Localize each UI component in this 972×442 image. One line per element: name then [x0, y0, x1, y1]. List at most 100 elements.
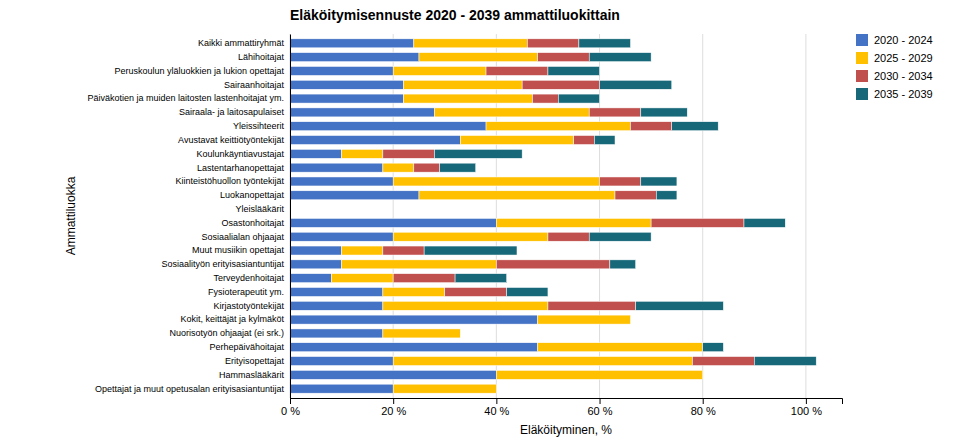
y-tick-label: Lähihoitajat — [238, 52, 285, 62]
bar-segment — [419, 191, 615, 200]
x-tick-label: 100 % — [791, 405, 822, 417]
grid-line — [805, 34, 806, 398]
legend-label: 2035 - 2039 — [874, 88, 933, 100]
y-tick: Nuorisotyön ohjaajat (ei srk.) — [169, 328, 284, 338]
bar-segment — [692, 357, 754, 366]
bar-segment — [486, 66, 548, 75]
bar-segment — [630, 122, 671, 131]
y-tick-label: Kiinteistöhuollon työntekijät — [175, 176, 284, 186]
bar-segment — [636, 301, 724, 310]
bar-segment — [641, 108, 687, 117]
bar-segment — [460, 329, 461, 338]
y-tick: Fysioterapeutit ym. — [208, 287, 284, 297]
bar-segment — [393, 232, 548, 241]
bar-segment — [290, 329, 383, 338]
grid — [290, 34, 806, 398]
x-tick-mark — [703, 398, 704, 404]
y-tick: Terveydenhoitajat — [213, 273, 284, 283]
y-tick-label: Terveydenhoitajat — [213, 273, 284, 283]
y-tick: Koulunkäyntiavustajat — [196, 149, 284, 159]
bar-segment — [383, 149, 435, 158]
bar-segment — [290, 163, 383, 172]
plot-area: 0 %20 %40 %60 %80 %100 %Kaikki ammattiry… — [87, 34, 842, 417]
bar-segment — [548, 66, 600, 75]
y-axis-line — [290, 35, 291, 399]
y-tick-label: Hammaslääkärit — [219, 370, 285, 380]
bar-segment — [424, 246, 517, 255]
bar-segment — [383, 301, 548, 310]
bar-segment — [383, 246, 424, 255]
bar-segment — [383, 287, 445, 296]
bar-segment — [290, 274, 331, 283]
bar-segment — [331, 274, 393, 283]
bar-segment — [393, 66, 486, 75]
bar-segment — [290, 301, 383, 310]
bar-segment — [290, 232, 393, 241]
bar-series — [290, 39, 538, 393]
bar-segment — [538, 315, 631, 324]
bar-segment — [496, 384, 497, 393]
bar-segment — [702, 370, 703, 379]
bar-segment — [383, 329, 460, 338]
bar-segment — [610, 260, 636, 269]
x-tick-mark — [600, 398, 601, 404]
bar-segment — [393, 384, 496, 393]
y-tick-label: Päiväkotien ja muiden laitosten lastenho… — [87, 93, 284, 103]
bar-segment — [630, 315, 631, 324]
bar-segment — [290, 191, 419, 200]
bar-segment — [455, 274, 507, 283]
bar-segment — [672, 122, 718, 131]
y-tick-label: Erityisopettajat — [225, 356, 285, 366]
bar-segment — [651, 218, 744, 227]
x-tick-label: 40 % — [484, 405, 509, 417]
y-tick-label: Avustavat keittiötyöntekijät — [178, 135, 284, 145]
bar-segment — [702, 370, 703, 379]
bar-segment — [403, 80, 522, 89]
y-tick-label: Yleislääkärit — [235, 204, 284, 214]
bar-segment — [290, 357, 393, 366]
bar-segment — [290, 149, 342, 158]
y-tick: Päiväkotien ja muiden laitosten lastenho… — [87, 93, 284, 103]
bar-segment — [290, 384, 393, 393]
x-tick-label: 80 % — [691, 405, 716, 417]
bar-segment — [290, 136, 460, 145]
x-axis-line — [291, 399, 843, 405]
bar-segment — [600, 177, 641, 186]
bar-segment — [342, 149, 383, 158]
y-tick-label: Sairaanhoitajat — [224, 80, 285, 90]
bar-segment — [290, 315, 538, 324]
bar-segment — [290, 66, 393, 75]
bar-segment — [589, 53, 651, 62]
bar-segment — [419, 53, 538, 62]
bar-segment — [383, 163, 414, 172]
bar-segment — [445, 287, 507, 296]
x-tick-label: 60 % — [587, 405, 612, 417]
y-tick: Lastentarhanopettajat — [197, 163, 285, 173]
grid-line — [290, 34, 291, 398]
bar-segment — [496, 370, 702, 379]
bar-series — [331, 39, 702, 393]
bar-segment — [434, 108, 589, 117]
bar-segment — [342, 260, 497, 269]
y-tick: Yleislääkärit — [235, 204, 284, 214]
bar-segment — [589, 108, 641, 117]
y-tick: Erityisopettajat — [225, 356, 285, 366]
bar-segment — [744, 218, 785, 227]
y-tick-label: Kirjastotyöntekijät — [213, 301, 284, 311]
legend-swatch — [856, 88, 868, 100]
y-tick: Hammaslääkärit — [219, 370, 285, 380]
y-tick: Muut musiikin opettajat — [192, 245, 285, 255]
bar-segment — [615, 191, 656, 200]
bar-segment — [414, 163, 440, 172]
x-tick: 20 % — [381, 398, 406, 417]
y-tick-label: Koulunkäyntiavustajat — [196, 149, 284, 159]
y-tick: Lähihoitajat — [238, 52, 285, 62]
bar-segment — [548, 301, 636, 310]
legend-label: 2020 - 2024 — [874, 34, 933, 46]
legend-swatch — [856, 70, 868, 82]
bar-segment — [538, 53, 590, 62]
x-tick-mark — [496, 398, 497, 404]
x-tick-mark — [393, 398, 394, 404]
bar-segment — [594, 136, 615, 145]
y-tick: Sairaala- ja laitosapulaiset — [179, 107, 285, 117]
